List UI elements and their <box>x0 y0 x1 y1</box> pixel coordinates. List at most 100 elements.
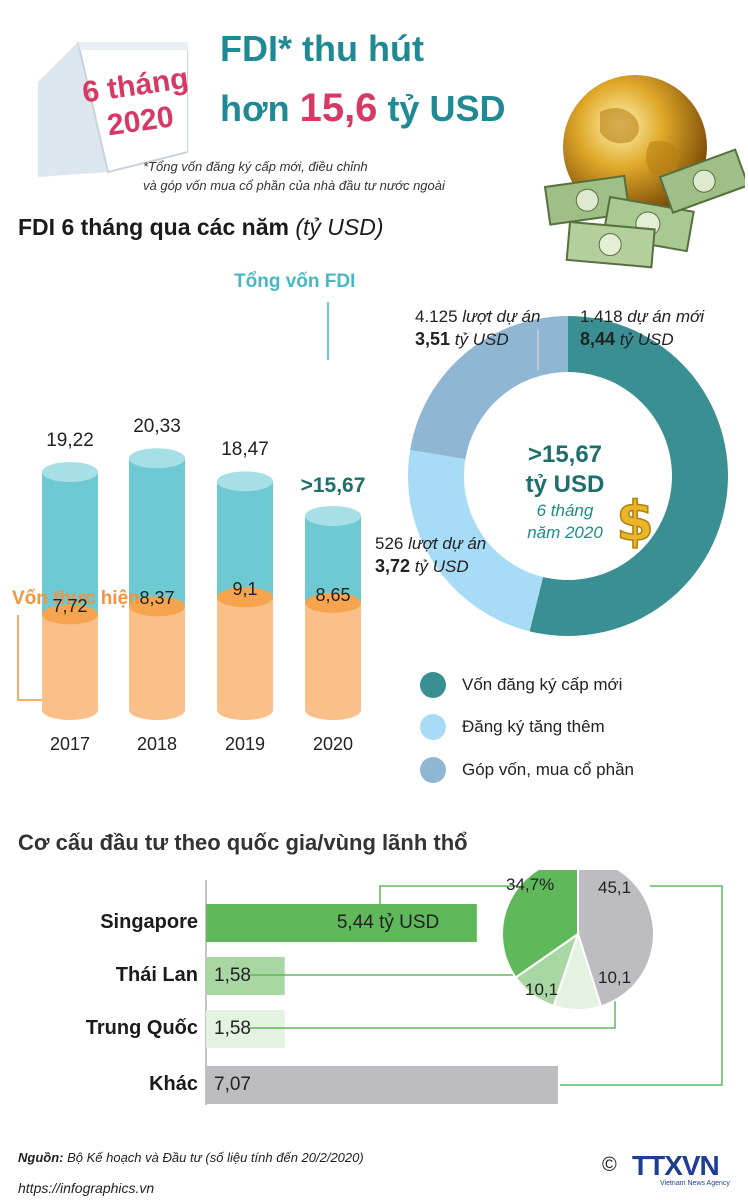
bar-realized-2020 <box>305 602 361 710</box>
dollar-sign-icon: $ <box>615 490 654 550</box>
bar-realized-2017 <box>42 614 98 710</box>
label-total-fdi: Tổng vốn FDI <box>234 271 356 292</box>
bar-total-2017 <box>42 472 98 615</box>
annot-new-count: 1.418 <box>580 307 623 326</box>
annot-add-count-text: lượt dự án <box>403 534 487 553</box>
donut-slice-2 <box>410 316 568 460</box>
bar-realized-2018 <box>129 606 185 710</box>
copyright-symbol: © <box>602 1154 617 1176</box>
year-label-2019: 2019 <box>224 734 266 754</box>
connector-singapore <box>379 885 530 904</box>
donut-center-sub1: 6 tháng <box>536 501 594 520</box>
country-label-Trung Quốc: Trung Quốc <box>85 1017 198 1039</box>
section2-heading: Cơ cấu đầu tư theo quốc gia/vùng lãnh th… <box>18 830 468 855</box>
bar-realized-top-2019 <box>217 587 273 608</box>
page-title-line2: hơn 15,6 tỷ USD <box>220 86 505 131</box>
bar-realized-top-2017 <box>42 604 98 625</box>
legend-item-additional: Đăng ký tăng thêm <box>420 714 605 740</box>
bar-realized-top-2020 <box>305 592 361 613</box>
donut-annotation-new: 1.418 dự án mới 8,44 tỷ USD <box>580 305 704 351</box>
bar-realized-value-2017: 7,72 <box>52 596 88 617</box>
legend-swatch-new <box>420 672 446 698</box>
bar-realized-2019 <box>217 597 273 710</box>
legend-item-contribution: Góp vốn, mua cổ phần <box>420 757 635 783</box>
footnote-line1: *Tổng vốn đăng ký cấp mới, điều chỉnh <box>143 159 368 174</box>
globe-money-icon <box>543 75 745 269</box>
donut-center-sub2: năm 2020 <box>527 523 603 542</box>
country-bar-value-Thái Lan: 1,58 <box>214 965 251 986</box>
bar-total-top-2020 <box>305 505 361 526</box>
annot-contrib-count: 4.125 <box>415 307 458 326</box>
country-bar-Trung Quốc <box>206 1010 285 1048</box>
year-label-2020: 2020 <box>312 734 354 754</box>
realized-label-connector <box>17 615 45 701</box>
title-footnote: *Tổng vốn đăng ký cấp mới, điều chỉnh và… <box>143 157 503 195</box>
source-note: Nguồn: Bộ Kế hoạch và Đầu tư (số liệu tí… <box>18 1150 364 1165</box>
annot-add-unit: tỷ USD <box>410 557 469 576</box>
country-bar-Singapore <box>206 904 477 942</box>
site-url[interactable]: https://infographics.vn <box>18 1180 155 1196</box>
connector-other <box>560 885 723 1086</box>
legend-label-new: Vốn đăng ký cấp mới <box>462 675 623 694</box>
bar-total-top-2019 <box>217 471 273 492</box>
legend-label-additional: Đăng ký tăng thêm <box>462 717 605 736</box>
donut-annotation-contribution: 4.125 lượt dự án 3,51 tỷ USD <box>415 305 540 351</box>
donut-slice-1 <box>407 449 544 632</box>
bar-base-2019 <box>217 700 273 720</box>
country-label-Singapore: Singapore <box>100 911 198 933</box>
bar-total-value-2020: >15,67 <box>300 473 366 497</box>
bar-total-value-2018: 20,33 <box>133 416 181 438</box>
pie-label-TrungQuoc: 10,1 <box>598 968 632 987</box>
bar-realized-value-2018: 8,37 <box>139 588 175 609</box>
year-label-2018: 2018 <box>136 734 178 754</box>
annot-contrib-value: 3,51 <box>415 329 451 349</box>
source-text: Bộ Kế hoạch và Đầu tư (số liệu tính đến … <box>63 1150 364 1165</box>
section1-heading-unit: (tỷ USD) <box>295 214 384 240</box>
country-structure-chart <box>205 870 723 1105</box>
svg-text:$: $ <box>616 490 654 550</box>
title-number: 15,6 <box>299 86 378 130</box>
pie-label-ThaiLan: 10,1 <box>525 980 559 999</box>
annot-add-count: 526 <box>375 534 404 553</box>
bar-base-2020 <box>305 700 361 720</box>
bar-realized-value-2019: 9,1 <box>232 579 258 600</box>
country-bar-Thái Lan <box>206 957 285 995</box>
label-realized-fdi: Vốn thực hiện <box>12 588 140 609</box>
country-bar-value-Singapore: 5,44 tỷ USD <box>336 912 440 933</box>
donut-slice-0 <box>529 316 728 636</box>
bar-total-2018 <box>129 458 185 607</box>
bar-total-value-2017: 19,22 <box>46 430 94 452</box>
annot-contrib-unit: tỷ USD <box>450 330 509 349</box>
bar-total-2020 <box>305 515 361 603</box>
annot-new-value: 8,44 <box>580 329 616 349</box>
legend-swatch-contribution <box>420 757 446 783</box>
tent-card-illustration <box>38 42 188 177</box>
bar-total-2019 <box>217 481 273 598</box>
source-label: Nguồn: <box>18 1150 64 1165</box>
annot-contrib-count-text: lượt dự án <box>457 307 541 326</box>
section1-heading: FDI 6 tháng qua các năm (tỷ USD) <box>18 214 384 241</box>
ttxvn-logo-subtitle: Vietnam News Agency <box>660 1180 730 1187</box>
ttxvn-logo: TTXVN <box>632 1150 720 1181</box>
pie-slice-Khác <box>577 870 655 1008</box>
annot-new-count-text: dự án mới <box>622 307 705 326</box>
country-label-Thái Lan: Thái Lan <box>115 964 198 986</box>
title-post: tỷ USD <box>377 88 506 129</box>
bar-total-top-2018 <box>129 448 185 469</box>
fdi-composition-donut <box>407 316 728 636</box>
fdi-yearly-chart <box>17 302 361 720</box>
pie-label-Khac: 45,1 <box>598 878 632 897</box>
legend-label-contribution: Góp vốn, mua cổ phần <box>462 760 635 779</box>
donut-center-unit: tỷ USD <box>525 471 605 498</box>
year-label-2017: 2017 <box>49 734 91 754</box>
donut-annotation-additional: 526 lượt dự án 3,72 tỷ USD <box>375 532 486 578</box>
country-bar-Khác <box>206 1066 558 1104</box>
footnote-line2: và góp vốn mua cổ phần của nhà đầu tư nư… <box>143 178 445 193</box>
bar-realized-value-2020: 8,65 <box>315 584 351 605</box>
annot-new-unit: tỷ USD <box>615 330 674 349</box>
donut-center-value: >15,67 <box>527 441 603 468</box>
country-label-Khác: Khác <box>149 1073 198 1095</box>
page-title-line1: FDI* thu hút <box>220 28 424 69</box>
title-pre: hơn <box>220 88 300 129</box>
country-bar-value-Khác: 7,07 <box>214 1074 251 1095</box>
